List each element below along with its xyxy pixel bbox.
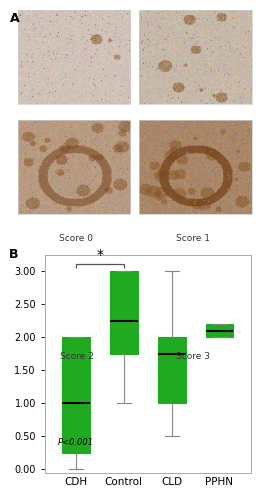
Text: Score 1: Score 1 — [176, 234, 210, 244]
PathPatch shape — [62, 338, 90, 452]
Text: A: A — [10, 12, 20, 26]
PathPatch shape — [110, 272, 138, 354]
Text: *: * — [96, 248, 104, 262]
Text: Score 0: Score 0 — [59, 234, 94, 244]
Text: P<0.001: P<0.001 — [58, 438, 94, 448]
PathPatch shape — [206, 324, 233, 338]
Text: Score 2: Score 2 — [60, 352, 93, 361]
PathPatch shape — [158, 338, 186, 404]
Text: Score 3: Score 3 — [176, 352, 210, 361]
Text: B: B — [9, 248, 19, 262]
